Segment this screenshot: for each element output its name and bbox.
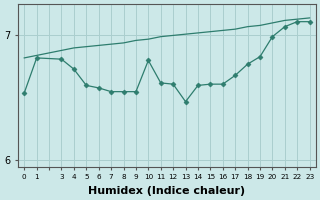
X-axis label: Humidex (Indice chaleur): Humidex (Indice chaleur): [88, 186, 245, 196]
